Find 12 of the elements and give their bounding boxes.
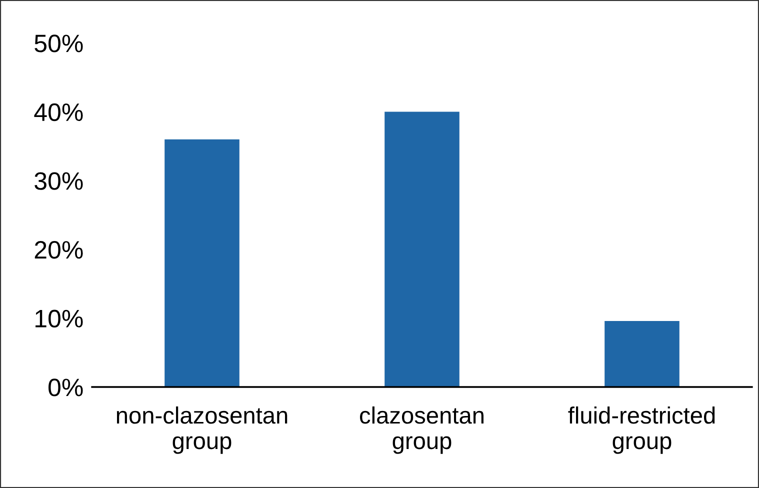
bar [164, 139, 240, 387]
bar [604, 320, 680, 387]
x-tick-label: fluid-restricted group [568, 406, 715, 454]
x-tick-label: non-clazosentan group [116, 406, 288, 454]
bar [384, 112, 460, 387]
y-tick-label: 50% [34, 34, 83, 52]
y-tick-label: 20% [34, 241, 83, 259]
y-tick-label: 10% [36, 310, 83, 328]
y-tick-label: 0% [48, 378, 83, 396]
x-tick-label: clazosentan group [360, 406, 484, 454]
y-tick-label: 30% [34, 172, 83, 190]
y-tick-label: 40% [34, 103, 83, 122]
